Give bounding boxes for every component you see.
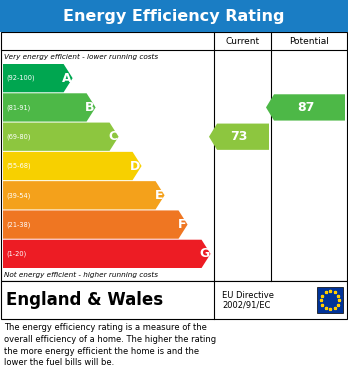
- Text: (81-91): (81-91): [6, 104, 30, 111]
- Text: D: D: [130, 160, 141, 172]
- Polygon shape: [3, 210, 188, 239]
- Polygon shape: [3, 122, 119, 151]
- Bar: [1, 32, 347, 281]
- Text: (1-20): (1-20): [6, 251, 26, 257]
- Text: E: E: [155, 189, 164, 202]
- Bar: [317, 287, 343, 313]
- Text: (55-68): (55-68): [6, 163, 31, 169]
- Text: Not energy efficient - higher running costs: Not energy efficient - higher running co…: [4, 272, 158, 278]
- Polygon shape: [3, 181, 165, 210]
- Text: B: B: [85, 101, 95, 114]
- Bar: [0, 0, 348, 32]
- Polygon shape: [3, 240, 211, 268]
- Text: Energy Efficiency Rating: Energy Efficiency Rating: [63, 9, 285, 23]
- Text: G: G: [199, 248, 209, 260]
- Text: (92-100): (92-100): [6, 75, 34, 81]
- Text: 73: 73: [230, 130, 248, 143]
- Text: C: C: [109, 130, 118, 143]
- Text: Very energy efficient - lower running costs: Very energy efficient - lower running co…: [4, 54, 158, 60]
- Text: A: A: [62, 72, 72, 84]
- Text: (21-38): (21-38): [6, 221, 30, 228]
- Text: (69-80): (69-80): [6, 133, 31, 140]
- Polygon shape: [3, 152, 142, 180]
- Polygon shape: [3, 64, 73, 92]
- Text: EU Directive: EU Directive: [222, 292, 274, 301]
- Text: (39-54): (39-54): [6, 192, 30, 199]
- Text: England & Wales: England & Wales: [6, 291, 163, 309]
- Bar: [1, 281, 347, 319]
- Text: Current: Current: [226, 36, 260, 45]
- Polygon shape: [3, 93, 96, 122]
- Polygon shape: [266, 94, 345, 120]
- Text: 2002/91/EC: 2002/91/EC: [222, 301, 270, 310]
- Text: Potential: Potential: [289, 36, 329, 45]
- Text: The energy efficiency rating is a measure of the
overall efficiency of a home. T: The energy efficiency rating is a measur…: [4, 323, 216, 368]
- Polygon shape: [209, 124, 269, 150]
- Text: 87: 87: [297, 101, 314, 114]
- Text: F: F: [178, 218, 187, 231]
